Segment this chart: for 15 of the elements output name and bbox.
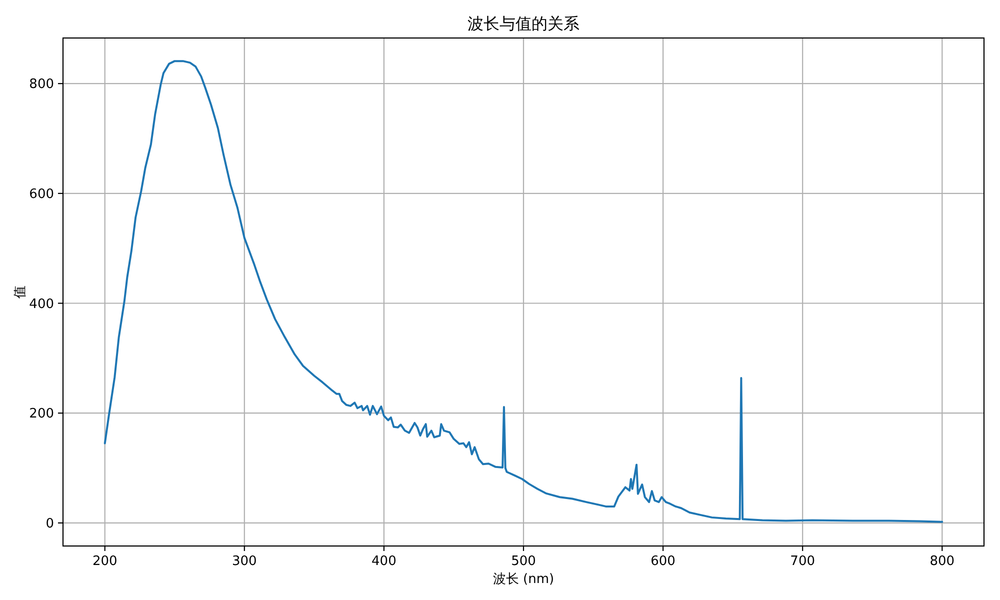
y-tick-label: 0 bbox=[46, 516, 54, 532]
y-tick-label: 600 bbox=[29, 186, 54, 202]
y-tick-label: 400 bbox=[29, 296, 54, 312]
x-tick-label: 500 bbox=[511, 554, 536, 569]
x-tick-label: 300 bbox=[232, 554, 257, 569]
x-tick-label: 700 bbox=[790, 554, 816, 569]
ylabel: 值 bbox=[13, 286, 28, 298]
x-tick-label: 200 bbox=[92, 554, 118, 569]
title: 波长与值的关系 bbox=[468, 14, 580, 33]
xlabel: 波长 (nm) bbox=[492, 572, 554, 587]
x-tick-label: 600 bbox=[650, 554, 676, 569]
x-tick-label: 800 bbox=[930, 554, 955, 569]
x-tick-label: 400 bbox=[372, 554, 396, 569]
y-tick-label: 200 bbox=[29, 406, 54, 422]
y-tick-label: 800 bbox=[29, 77, 54, 92]
